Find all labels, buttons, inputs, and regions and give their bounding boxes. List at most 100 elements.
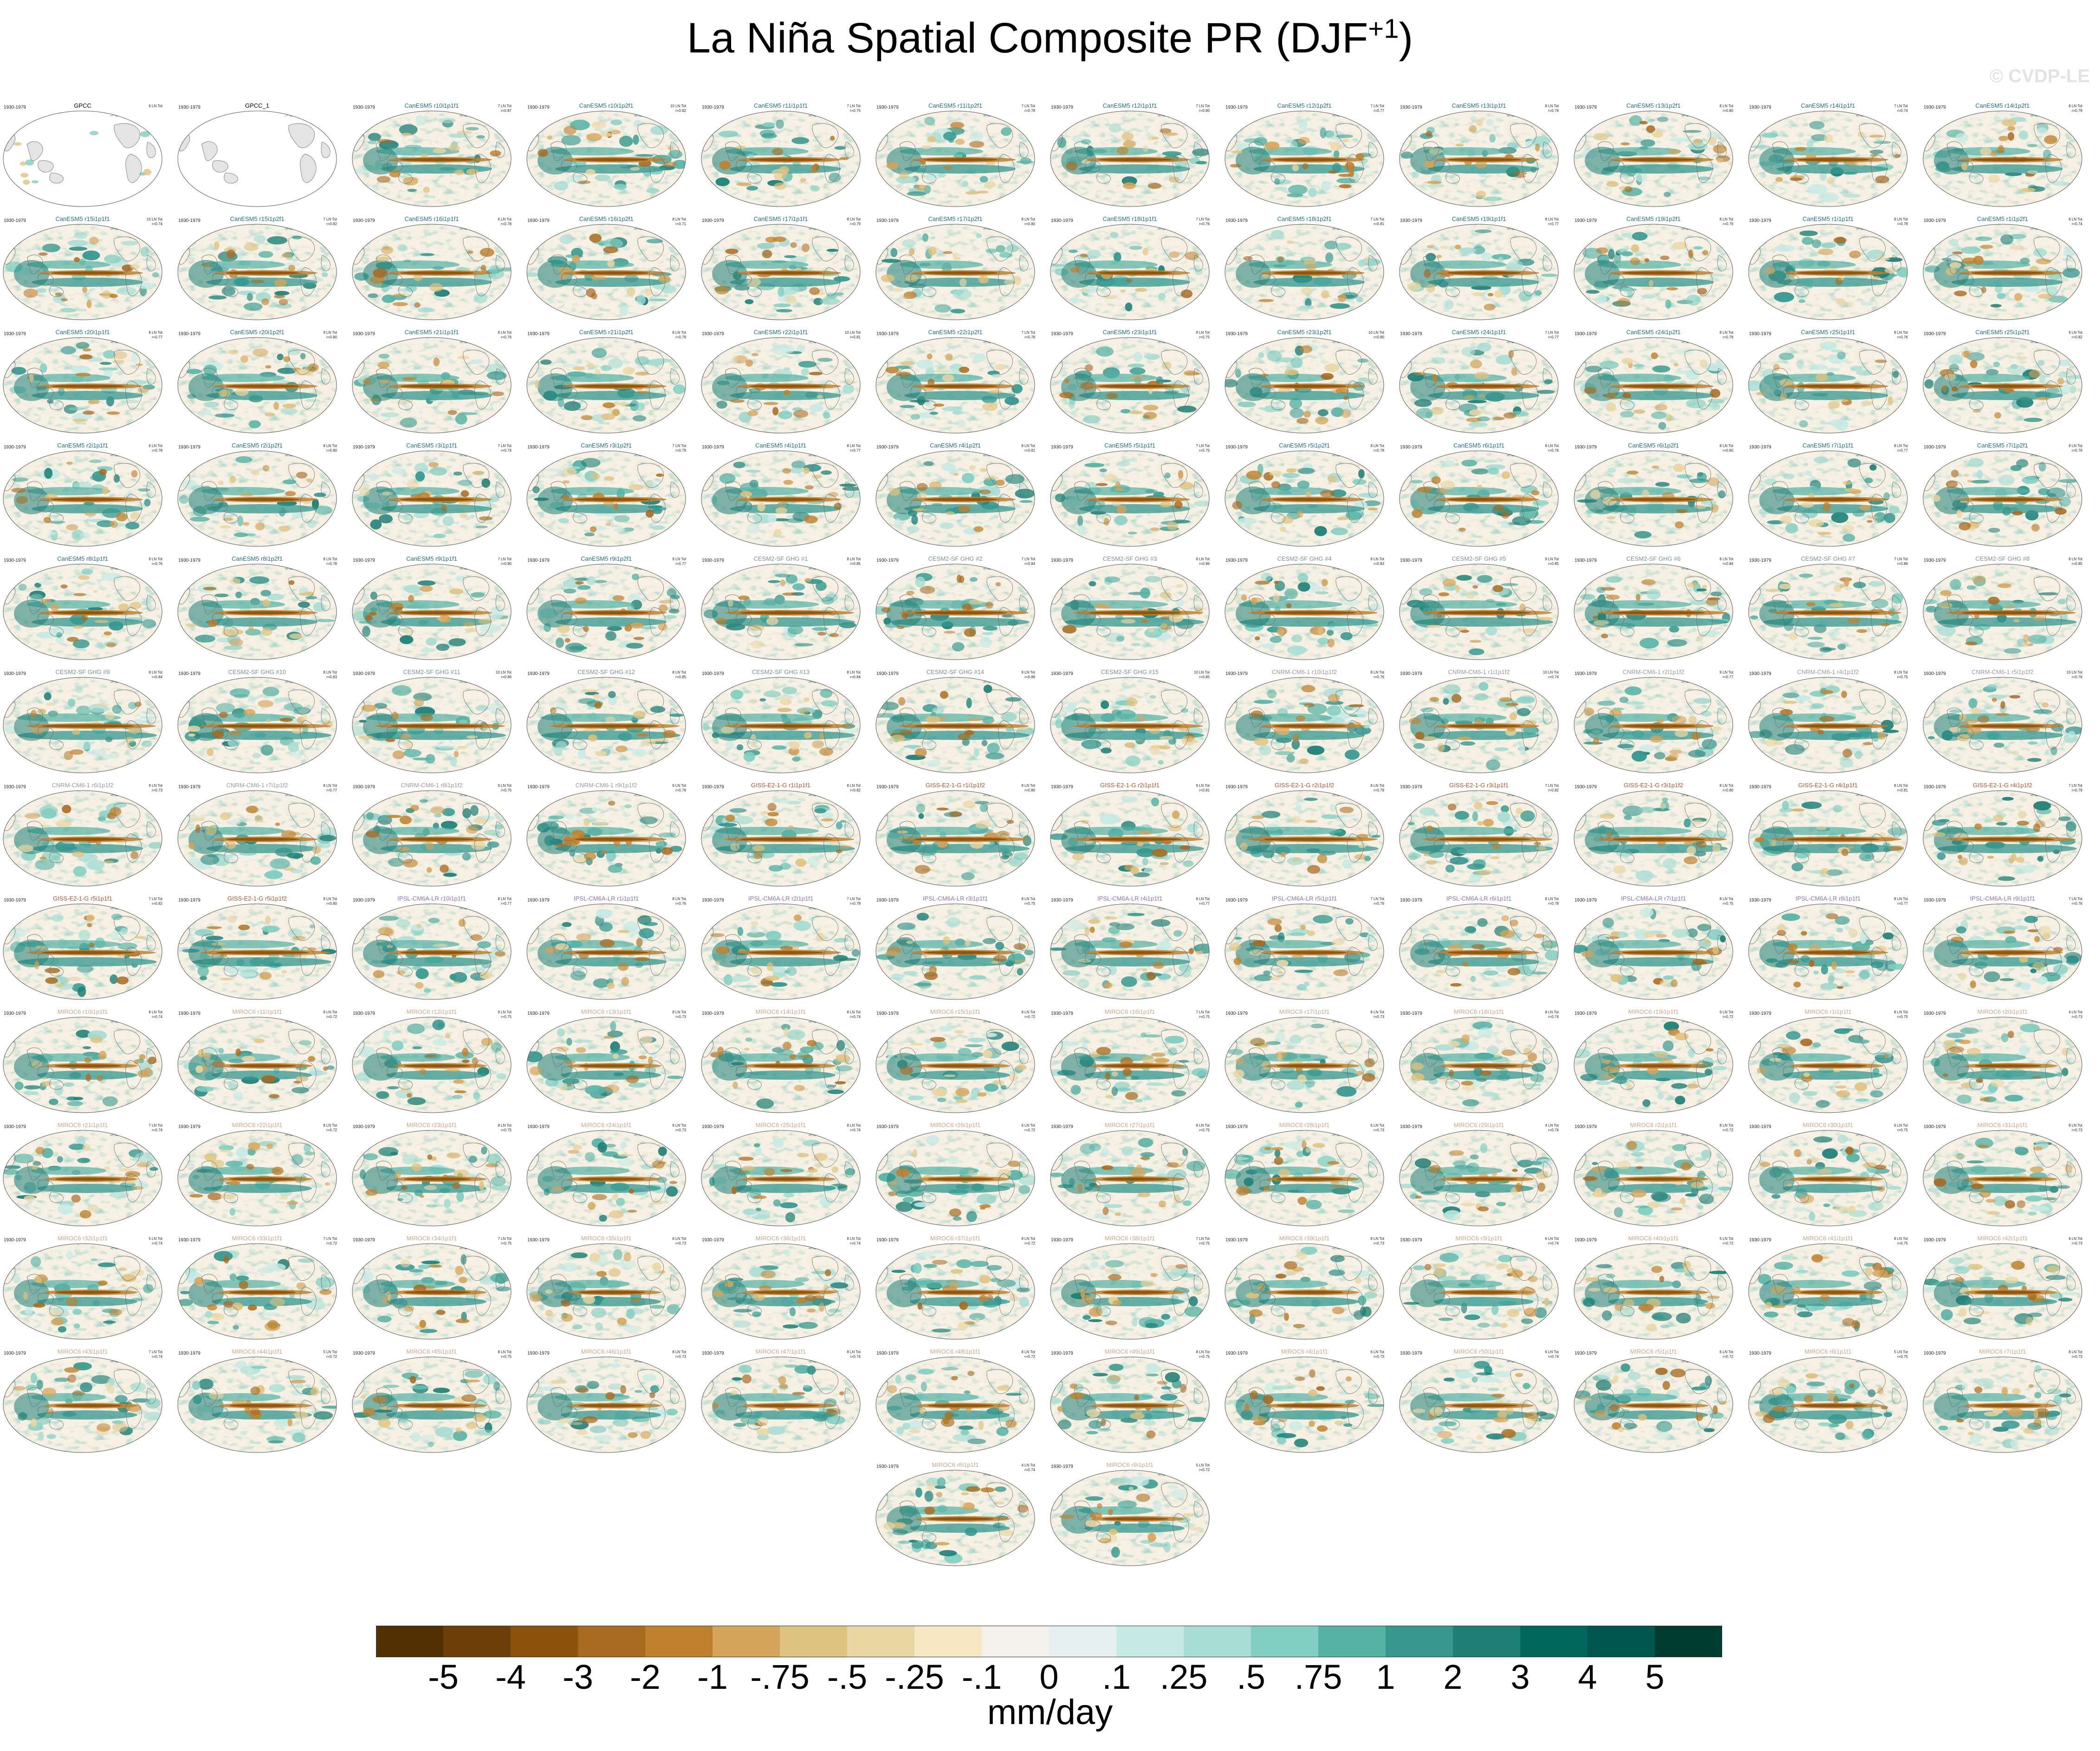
land-mask (146, 142, 156, 158)
panel-period: 1930-1979 (702, 331, 724, 337)
wet-anomaly (1856, 370, 1873, 376)
wet-anomaly (1669, 626, 1679, 633)
dry-anomaly (1874, 359, 1887, 363)
equatorial-dry-core (575, 837, 649, 841)
wet-anomaly (927, 175, 935, 181)
wet-anomaly (1348, 298, 1355, 303)
wet-anomaly (300, 353, 306, 360)
coastline (146, 481, 156, 498)
wet-anomaly (189, 517, 210, 522)
wet-anomaly (918, 813, 924, 819)
wet-anomaly (952, 642, 965, 652)
coastline (1969, 512, 1983, 524)
north-wet-band (27, 260, 110, 269)
dry-anomaly (229, 475, 236, 483)
wet-anomaly (564, 588, 577, 594)
wet-anomaly (1195, 161, 1207, 165)
wet-anomaly (1120, 409, 1131, 414)
south-wet-band (1428, 504, 1539, 513)
dry-anomaly (1345, 162, 1355, 171)
panel-title: CESM2-SF GHG #4 (1277, 555, 1331, 562)
panel-grid: 1930-1979 GPCC 6 LN Tot 1930-1979 GPCC_1 1930… (3, 102, 2083, 1566)
wet-anomaly (823, 411, 830, 419)
north-wet-band (1074, 487, 1158, 495)
wet-anomaly (1517, 708, 1531, 716)
dry-anomaly (1672, 241, 1688, 250)
dry-anomaly (767, 812, 779, 817)
dry-anomaly (463, 622, 475, 627)
dry-anomaly (465, 628, 477, 632)
wet-anomaly (1961, 246, 1981, 254)
dry-anomaly (889, 488, 900, 496)
dry-anomaly (289, 633, 303, 639)
wet-anomaly (1791, 142, 1803, 145)
map-field (876, 337, 1035, 433)
wet-anomaly (789, 467, 803, 473)
wet-anomaly (1163, 856, 1170, 860)
dry-anomaly (1299, 759, 1309, 764)
wet-anomaly (1658, 422, 1666, 430)
dry-anomaly (1348, 704, 1364, 707)
map-field (1749, 224, 1907, 320)
wet-anomaly (1238, 402, 1256, 408)
map-field (352, 337, 511, 433)
dry-anomaly (1298, 137, 1310, 144)
dry-anomaly (612, 595, 625, 601)
coastline (1522, 493, 1538, 523)
dry-anomaly (1945, 267, 1956, 276)
map-panel: 1930-1979 CanESM5 r23i1p2f1 10 LN Totr=0.8… (1225, 329, 1385, 434)
dry-anomaly (1429, 697, 1439, 702)
equatorial-dry-core (924, 498, 998, 501)
coastline (2066, 368, 2076, 385)
map-field (352, 564, 511, 660)
dry-anomaly (460, 513, 468, 519)
dry-anomaly (897, 830, 908, 834)
coastline (1510, 463, 1536, 488)
wet-anomaly (649, 298, 668, 302)
coastline (986, 123, 1013, 148)
map-field (1225, 451, 1384, 546)
wet-anomaly (1528, 717, 1545, 721)
wet-anomaly (792, 583, 805, 590)
wet-anomaly (890, 248, 898, 257)
dry-anomaly (624, 624, 632, 632)
coastline (1685, 236, 1711, 261)
wet-anomaly (1706, 131, 1720, 139)
dry-anomaly (1584, 387, 1597, 394)
wet-anomaly (816, 581, 827, 591)
wet-anomaly (821, 597, 834, 605)
dry-anomaly (1756, 392, 1766, 396)
dry-anomaly (1315, 416, 1329, 425)
equatorial-dry-core (226, 271, 300, 275)
wet-anomaly (983, 684, 992, 693)
wet-anomaly (1324, 240, 1338, 250)
wet-anomaly (1827, 368, 1841, 371)
panel-period: 1930-1979 (527, 558, 550, 563)
wet-anomaly (1843, 194, 1861, 198)
wet-anomaly (1689, 478, 1709, 483)
wet-anomaly (1443, 684, 1461, 695)
coastline (1620, 286, 1634, 297)
dry-anomaly (106, 642, 116, 648)
land-mask (114, 123, 140, 148)
equatorial-dry-core (1622, 384, 1696, 388)
coastline (288, 350, 315, 375)
dry-anomaly (2055, 508, 2067, 515)
dry-anomaly (2030, 266, 2039, 272)
wet-anomaly (267, 593, 284, 601)
dry-anomaly (83, 348, 91, 352)
wet-anomaly (1478, 682, 1489, 691)
wet-anomaly (1192, 148, 1209, 156)
coastline (463, 350, 489, 375)
dry-anomaly (1168, 251, 1180, 258)
coastline (670, 142, 680, 158)
panel-period: 1930-1979 (353, 218, 375, 223)
wet-anomaly (1631, 751, 1647, 762)
coastline (1717, 368, 1727, 385)
title-text: La Niña Spatial Composite PR (DJF (687, 14, 1368, 62)
dry-anomaly (646, 509, 654, 518)
coastline (463, 236, 489, 261)
wet-anomaly (2033, 248, 2047, 257)
